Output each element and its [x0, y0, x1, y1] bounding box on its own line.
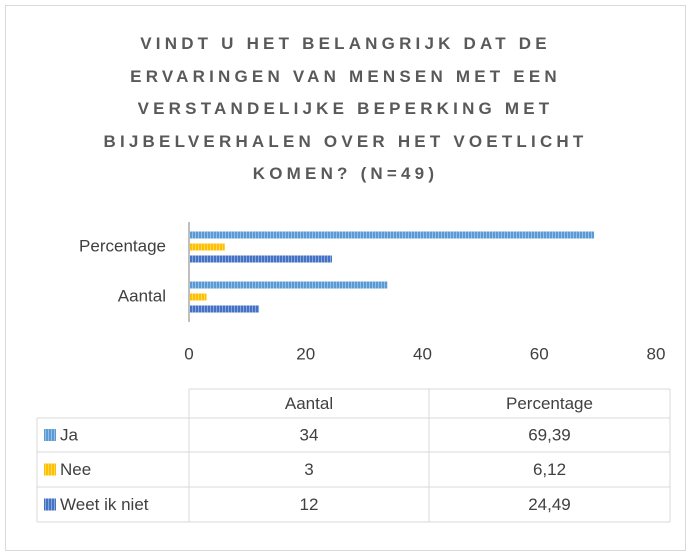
y-tick-label: Aantal — [118, 286, 166, 305]
x-tick-label: 0 — [184, 344, 193, 363]
chart-title: VINDT U HET BELANGRIJK DAT DE ERVARINGEN… — [103, 34, 588, 183]
table-header: Percentage — [506, 394, 593, 413]
bar — [189, 255, 332, 263]
table-cell: 24,49 — [528, 495, 571, 514]
legend-label: Nee — [60, 460, 91, 479]
bar — [189, 231, 595, 239]
legend-label: Ja — [60, 425, 79, 444]
x-tick-label: 20 — [296, 344, 315, 363]
legend-key — [44, 498, 56, 511]
table-cell: 3 — [304, 460, 313, 479]
legend-key — [44, 463, 56, 476]
table-header: Aantal — [285, 394, 333, 413]
legend-label: Weet ik niet — [60, 495, 149, 514]
bar — [189, 243, 225, 251]
x-tick-label: 60 — [530, 344, 549, 363]
bar — [189, 281, 388, 289]
legend-key — [44, 429, 56, 441]
table-cell: 12 — [300, 495, 319, 514]
y-tick-label: Percentage — [79, 236, 166, 255]
bar — [189, 305, 260, 313]
x-tick-label: 80 — [647, 344, 666, 363]
chart-border — [5, 5, 686, 551]
x-tick-label: 40 — [413, 344, 432, 363]
table-cell: 69,39 — [528, 425, 571, 444]
bar — [189, 293, 207, 301]
table-cell: 34 — [300, 425, 319, 444]
table-cell: 6,12 — [533, 460, 566, 479]
